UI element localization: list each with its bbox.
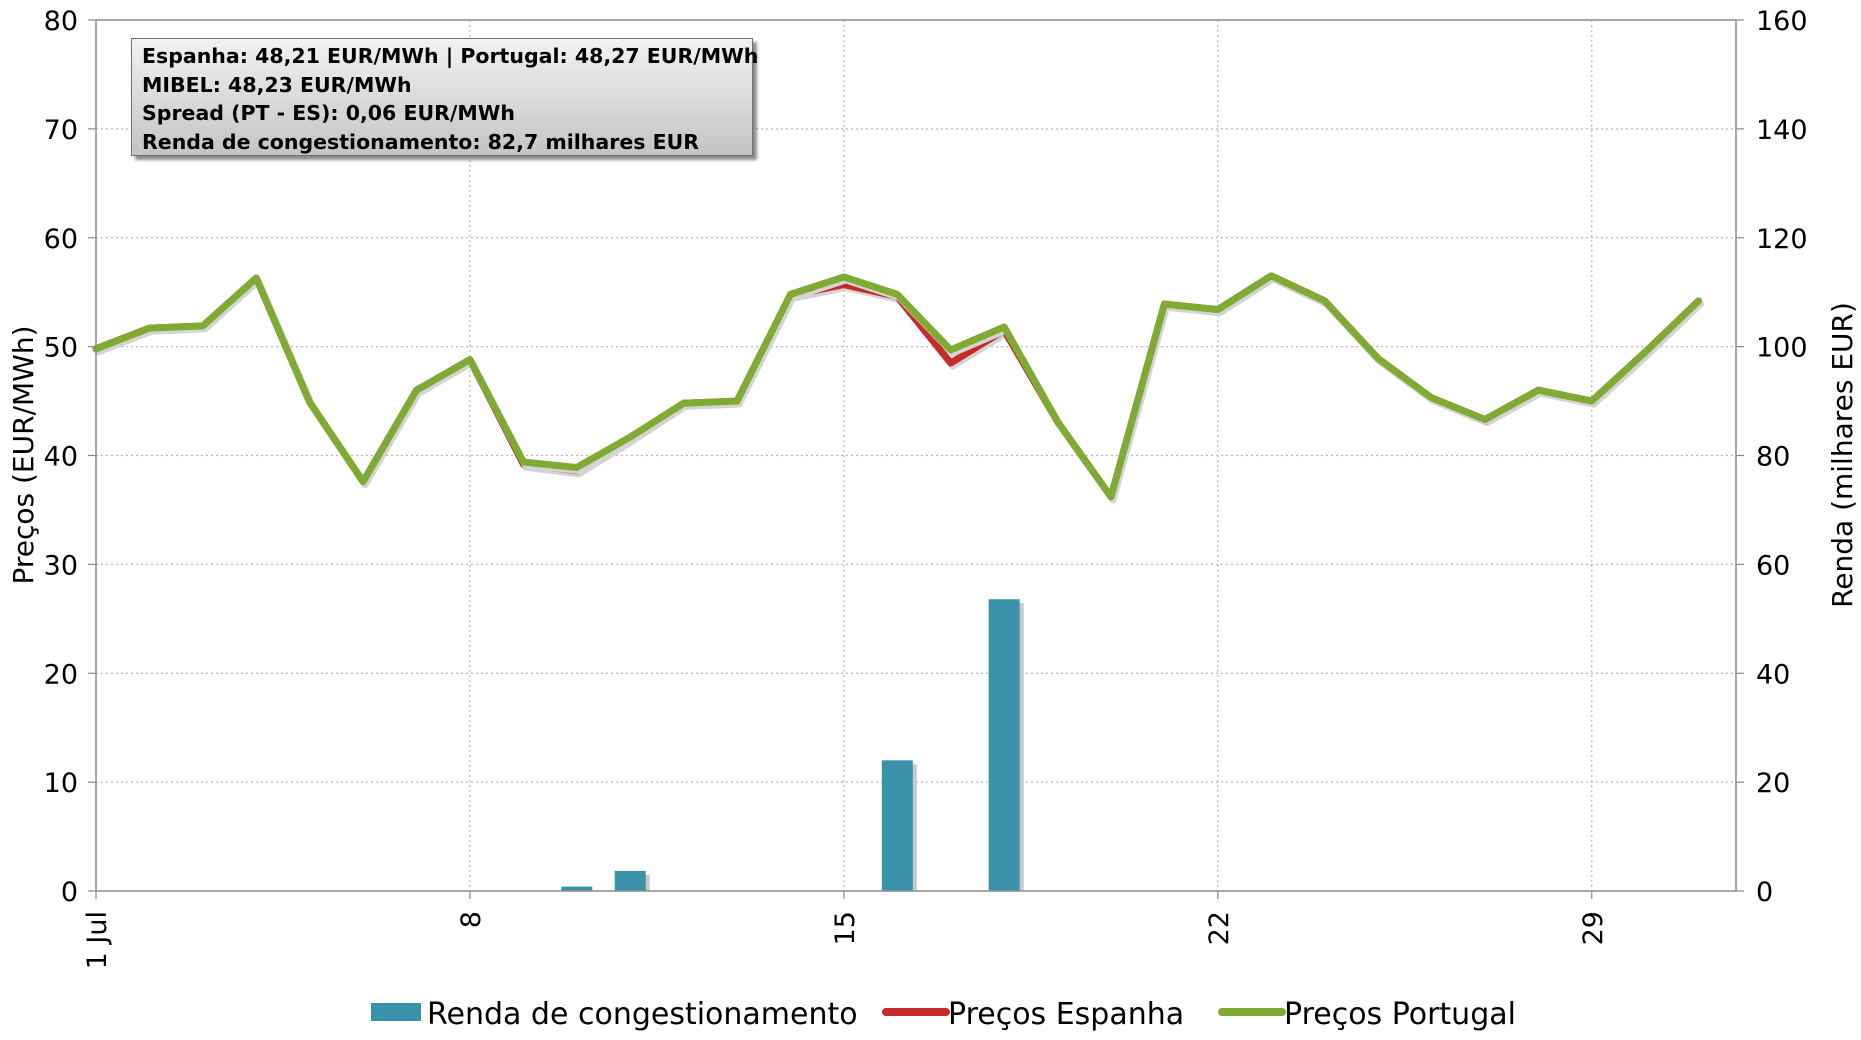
x-tick-label: 15 (830, 911, 861, 945)
right-tick-label: 0 (1756, 877, 1773, 908)
left-tick-label: 20 (44, 659, 78, 690)
x-tick-label: 8 (456, 911, 487, 928)
right-tick-label: 60 (1756, 550, 1790, 581)
bar (988, 599, 1020, 891)
bar (881, 760, 913, 891)
right-tick-label: 140 (1756, 115, 1808, 146)
line-portugal (92, 272, 1703, 501)
summary-box: Espanha: 48,21 EUR/MWh | Portugal: 48,27… (131, 38, 759, 156)
left-tick-label: 0 (61, 877, 78, 908)
x-axis-ticks: 1 Jul 8 15 22 29 (82, 891, 1609, 969)
right-tick-label: 100 (1756, 333, 1808, 364)
legend-item: Renda de congestionamento (371, 997, 858, 1032)
legend: Renda de congestionamento Preços Espanha P… (371, 997, 1516, 1032)
left-tick-label: 50 (44, 333, 78, 364)
left-tick-label: 80 (44, 6, 78, 37)
left-tick-label: 70 (44, 115, 78, 146)
legend-label: Preços Espanha (948, 997, 1184, 1032)
legend-item: Preços Portugal (1218, 997, 1516, 1032)
left-axis-ticks: 0 10 20 30 40 50 60 70 80 (44, 6, 96, 908)
right-tick-label: 80 (1756, 442, 1790, 473)
right-tick-label: 160 (1756, 6, 1808, 37)
left-tick-label: 10 (44, 768, 78, 799)
x-tick-label: 22 (1204, 911, 1235, 945)
summary-line-prices: Espanha: 48,21 EUR/MWh | Portugal: 48,27… (142, 44, 759, 68)
summary-line-mibel: MIBEL: 48,23 EUR/MWh (142, 72, 412, 97)
right-tick-label: 40 (1756, 659, 1790, 690)
legend-item: Preços Espanha (882, 997, 1184, 1032)
x-tick-label: 1 Jul (82, 911, 113, 969)
left-tick-label: 60 (44, 224, 78, 255)
bar (614, 870, 646, 891)
x-tick-label: 29 (1578, 911, 1609, 945)
vertical-gridlines (469, 20, 1593, 891)
summary-line-spread: Spread (PT - ES): 0,06 EUR/MWh (142, 101, 515, 125)
left-tick-label: 40 (44, 442, 78, 473)
bar (561, 886, 593, 891)
right-axis-ticks: 0 20 40 60 80 100 120 140 160 (1736, 6, 1808, 908)
legend-swatch (371, 1003, 421, 1021)
right-tick-label: 20 (1756, 768, 1790, 799)
summary-line-rent: Renda de congestionamento: 82,7 milhares… (142, 129, 700, 154)
left-axis-title: Preços (EUR/MWh) (7, 325, 40, 584)
left-tick-label: 30 (44, 550, 78, 581)
legend-label: Renda de congestionamento (427, 997, 858, 1032)
line-series (92, 272, 1705, 504)
right-tick-label: 120 (1756, 224, 1808, 255)
legend-label: Preços Portugal (1284, 997, 1516, 1032)
bar-series (561, 599, 1024, 891)
right-axis-title: Renda (milhares EUR) (1826, 302, 1859, 608)
